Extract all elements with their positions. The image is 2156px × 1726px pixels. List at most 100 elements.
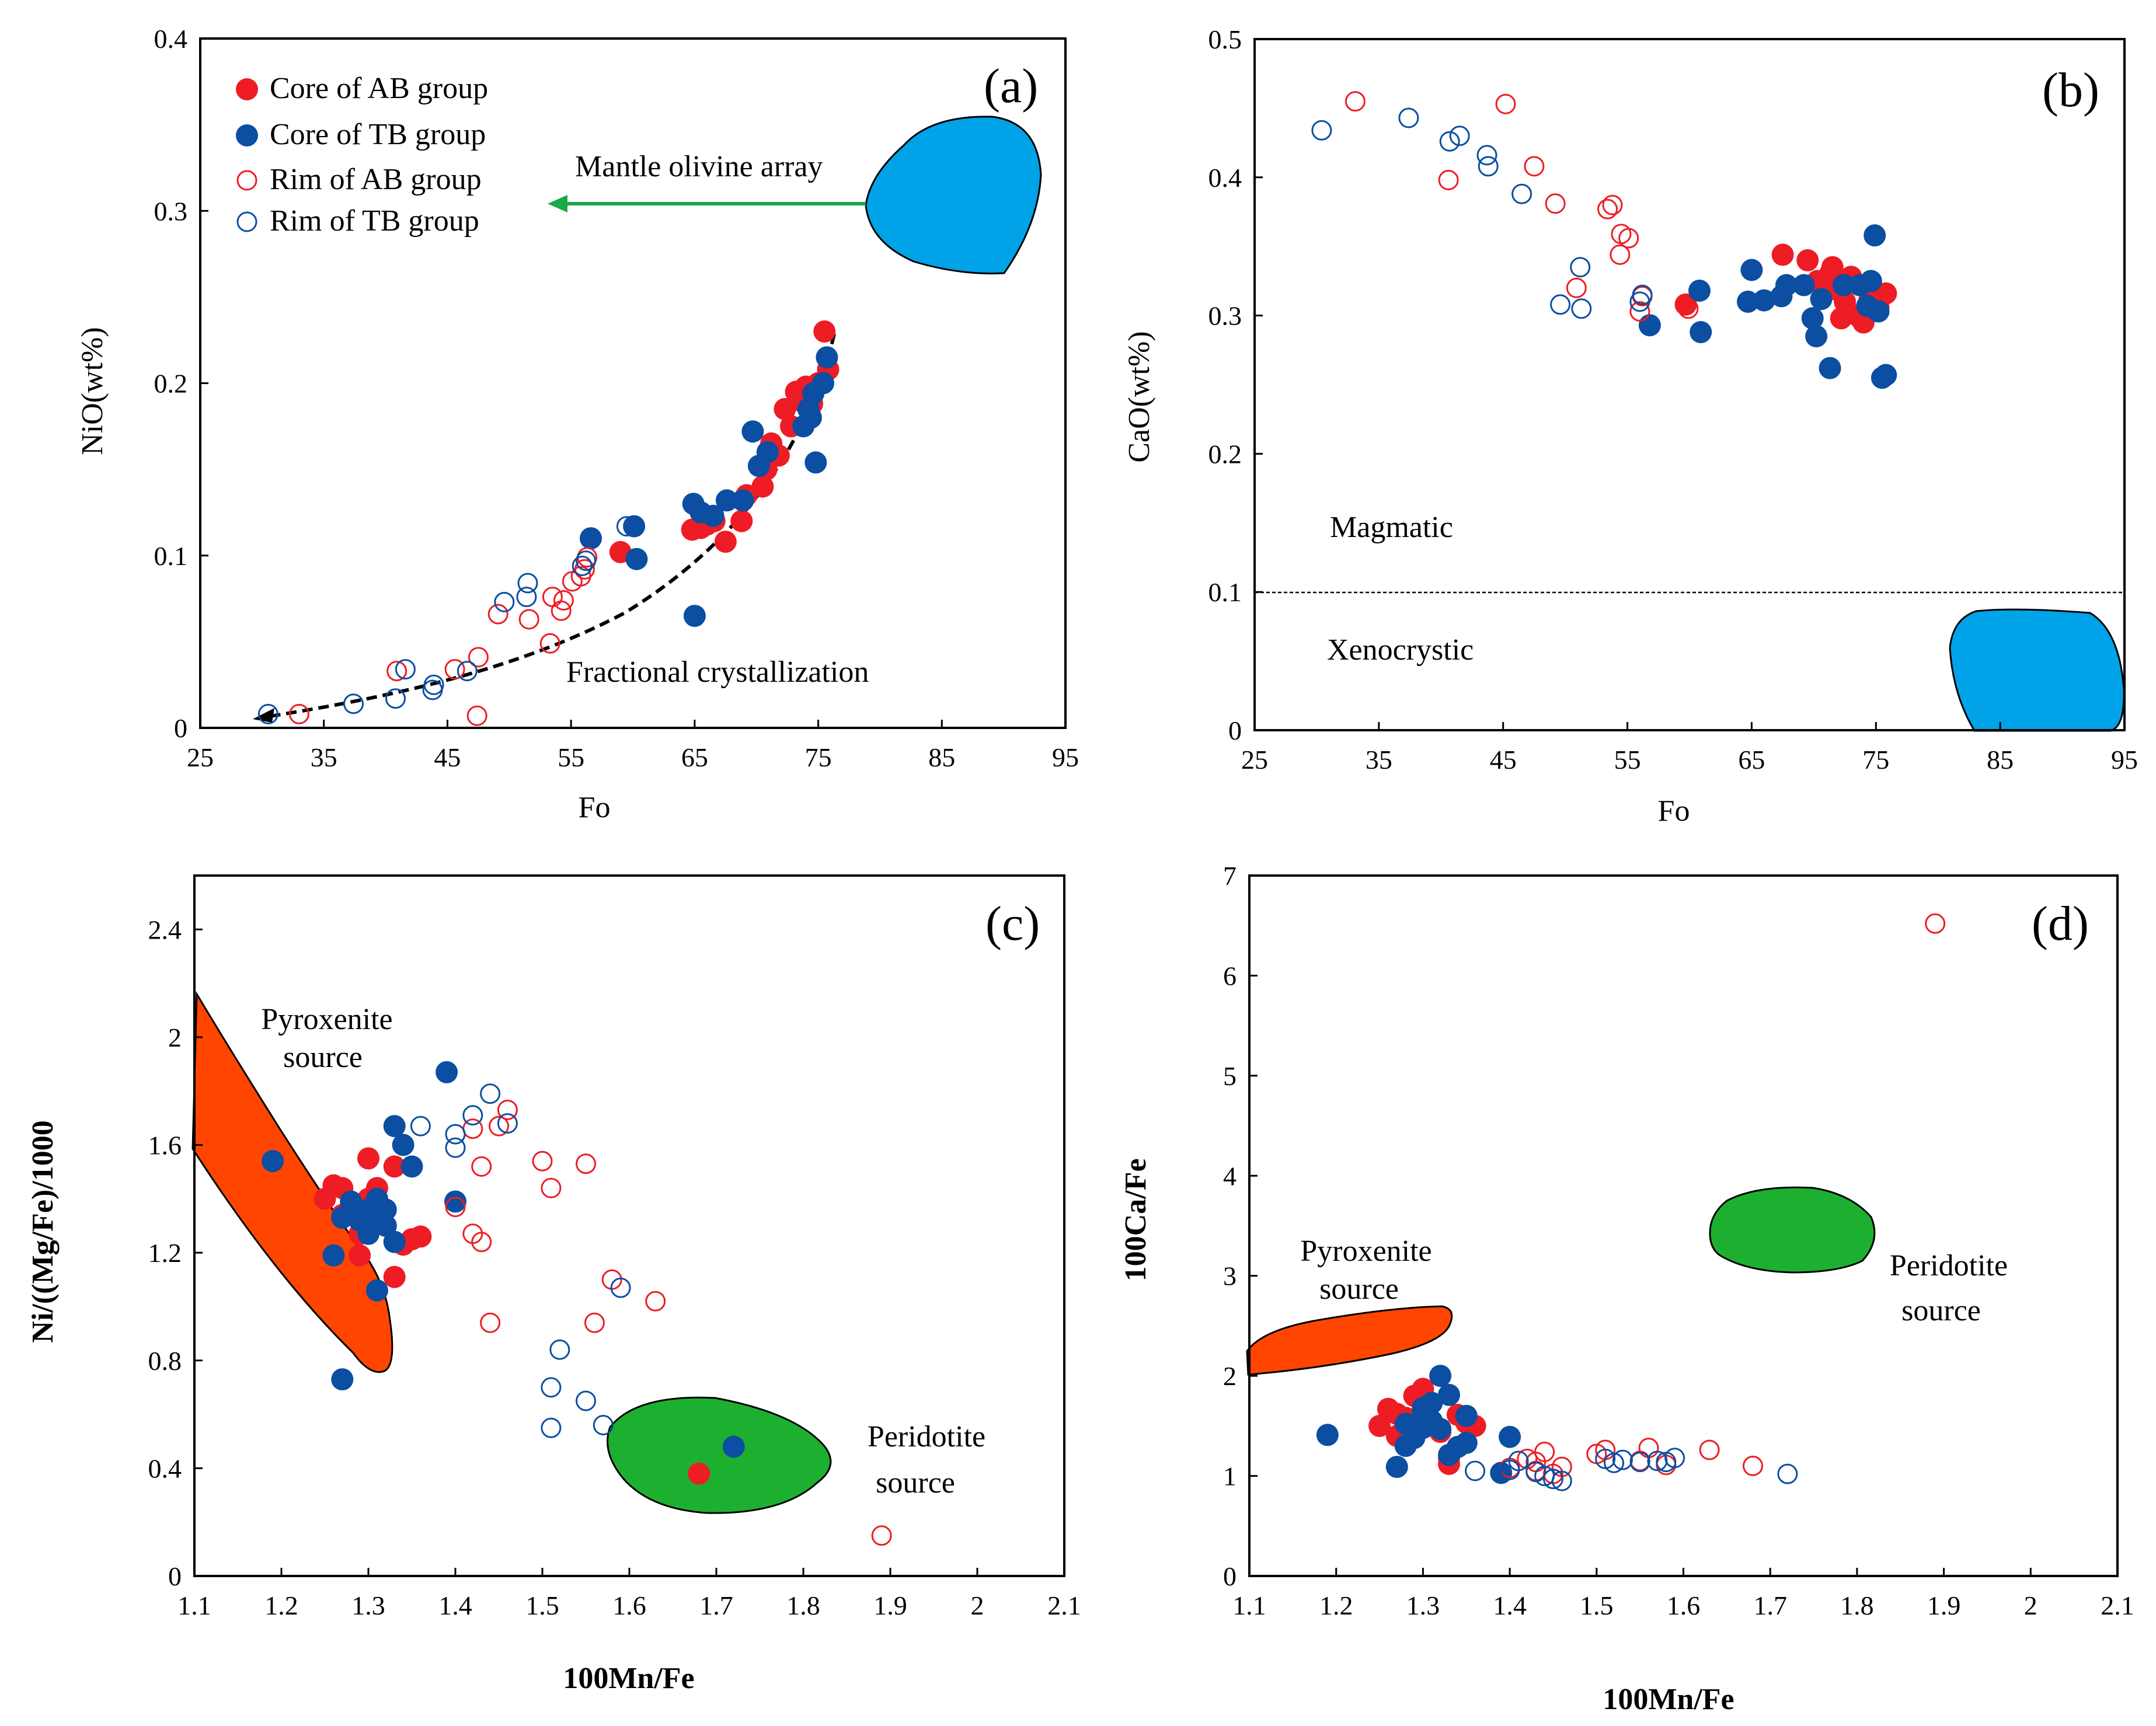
data-point-rim-ab xyxy=(584,1312,605,1333)
panel-d: Pyroxenite source Peridotite source (d) … xyxy=(1119,861,2134,1716)
peridotite-label-2: source xyxy=(876,1466,955,1500)
x-tick-label: 55 xyxy=(1614,745,1641,775)
data-point-rim-tb xyxy=(445,1137,466,1158)
peridotite-label-1: Peridotite xyxy=(1890,1249,2008,1282)
data-point-core-tb xyxy=(1412,1397,1434,1419)
data-point-rim-ab xyxy=(489,1115,509,1136)
data-point-rim-tb xyxy=(541,1417,562,1438)
x-tick-label: 2 xyxy=(2024,1591,2037,1620)
panel-b: Magmatic Xenocrystic (b) 25 35 45 55 65 75 85 9… xyxy=(1123,25,2138,828)
data-point-core-tb xyxy=(683,605,706,627)
mantle-label: Mantle olivine array xyxy=(575,150,823,183)
x-tick-label: 55 xyxy=(558,742,584,772)
data-point-core-tb xyxy=(1394,1435,1417,1457)
y-tick-label: 0 xyxy=(1228,716,1242,745)
peridotite-field xyxy=(1709,1186,1876,1274)
data-point-rim-tb xyxy=(1629,1452,1650,1473)
y-tick-label: 6 xyxy=(1223,961,1237,991)
x-tick-label: 45 xyxy=(1490,745,1517,775)
x-tick-label: 25 xyxy=(187,742,214,772)
data-point-rim-tb xyxy=(517,573,538,594)
data-point-core-tb xyxy=(741,420,764,443)
data-point-core-tb xyxy=(1438,1383,1460,1406)
data-point-rim-tb xyxy=(616,516,637,537)
data-point-rim-tb xyxy=(1449,125,1470,147)
data-point-rim-ab xyxy=(541,1177,562,1198)
data-point-core-tb xyxy=(1499,1425,1521,1448)
data-point-rim-tb xyxy=(1465,1460,1486,1481)
data-point-core-tb xyxy=(799,406,822,429)
x-axis-label-d: 100Mn/Fe xyxy=(1603,1683,1734,1716)
data-point-rim-tb xyxy=(541,1377,562,1398)
data-point-core-tb xyxy=(1429,1365,1452,1387)
data-point-core-ab xyxy=(751,475,774,498)
data-point-core-ab xyxy=(688,1462,710,1485)
data-point-rim-tb xyxy=(593,1415,614,1435)
panel-label-c: (c) xyxy=(985,897,1040,951)
peridotite-label-2: source xyxy=(1901,1294,1981,1327)
x-tick-label: 65 xyxy=(1738,745,1765,775)
x-tick-label: 1.1 xyxy=(1232,1591,1266,1620)
y-tick-label: 0.8 xyxy=(148,1346,182,1376)
legend-marker-rim-tb xyxy=(236,211,257,232)
data-point-core-tb xyxy=(1801,307,1824,330)
y-axis-label-c: Ni/((Mg/Fe)/1000 xyxy=(26,1120,60,1343)
data-point-rim-tb xyxy=(1476,145,1497,166)
x-tick-label: 75 xyxy=(805,742,832,772)
data-point-rim-tb xyxy=(1511,183,1532,204)
data-point-core-tb xyxy=(702,504,725,527)
y-tick-label: 2 xyxy=(1223,1361,1237,1391)
data-point-rim-tb xyxy=(1632,284,1653,305)
x-axis-label-c: 100Mn/Fe xyxy=(563,1662,694,1695)
data-point-core-tb xyxy=(1867,300,1890,323)
y-tick-label: 0.5 xyxy=(1208,25,1242,54)
data-point-rim-ab xyxy=(532,1150,553,1171)
peridotite-field xyxy=(607,1396,832,1514)
data-point-core-tb xyxy=(1690,321,1712,343)
data-point-core-ab xyxy=(383,1265,406,1288)
fc-curve xyxy=(262,333,836,719)
x-tick-label: 35 xyxy=(1366,745,1392,775)
legend: Core of AB group Core of TB group Rim of… xyxy=(236,72,488,238)
data-point-rim-tb xyxy=(1571,298,1592,319)
x-tick-label: 1.5 xyxy=(525,1591,559,1620)
data-point-core-tb xyxy=(1805,325,1828,348)
data-point-core-tb xyxy=(1832,274,1855,297)
x-tick-label: 85 xyxy=(1987,745,2014,775)
data-point-core-ab xyxy=(349,1244,371,1267)
panel-label-a: (a) xyxy=(984,59,1038,113)
xenocrystic-label: Xenocrystic xyxy=(1327,633,1474,667)
data-point-core-tb xyxy=(383,1230,406,1253)
data-point-core-tb xyxy=(756,441,779,463)
data-point-rim-tb xyxy=(576,550,596,571)
y-tick-label: 7 xyxy=(1223,861,1237,891)
x-tick-label: 75 xyxy=(1862,745,1889,775)
data-point-rim-tb xyxy=(723,1436,744,1457)
data-point-rim-ab xyxy=(645,1291,666,1312)
data-point-rim-tb xyxy=(1777,1463,1798,1484)
data-point-rim-ab xyxy=(1495,93,1516,114)
data-point-rim-tb xyxy=(1604,1452,1624,1473)
data-point-rim-tb xyxy=(423,674,444,695)
data-point-core-tb xyxy=(715,489,738,512)
data-point-rim-ab xyxy=(1678,298,1699,319)
data-point-rim-tb xyxy=(410,1115,431,1136)
magmatic-label: Magmatic xyxy=(1330,511,1453,544)
y-tick-label: 2 xyxy=(168,1023,182,1052)
data-point-rim-tb xyxy=(1570,257,1591,278)
x-tick-label: 2.1 xyxy=(1047,1591,1081,1620)
data-point-core-tb xyxy=(1819,357,1841,379)
y-tick-label: 1.2 xyxy=(148,1238,182,1268)
data-point-core-ab xyxy=(1368,1414,1391,1437)
y-tick-label: 2.4 xyxy=(148,915,182,944)
data-point-rim-ab xyxy=(445,1197,466,1218)
pyroxenite-field xyxy=(191,991,393,1373)
data-point-rim-ab xyxy=(1524,156,1545,177)
data-point-rim-tb xyxy=(1478,156,1499,177)
data-point-rim-tb xyxy=(1550,294,1571,315)
data-point-rim-ab xyxy=(471,1232,492,1253)
legend-marker-core-ab xyxy=(236,78,258,100)
data-point-rim-ab xyxy=(487,604,508,625)
legend-label-rim-ab: Rim of AB group xyxy=(270,163,482,196)
x-tick-label: 1.4 xyxy=(1493,1591,1527,1620)
